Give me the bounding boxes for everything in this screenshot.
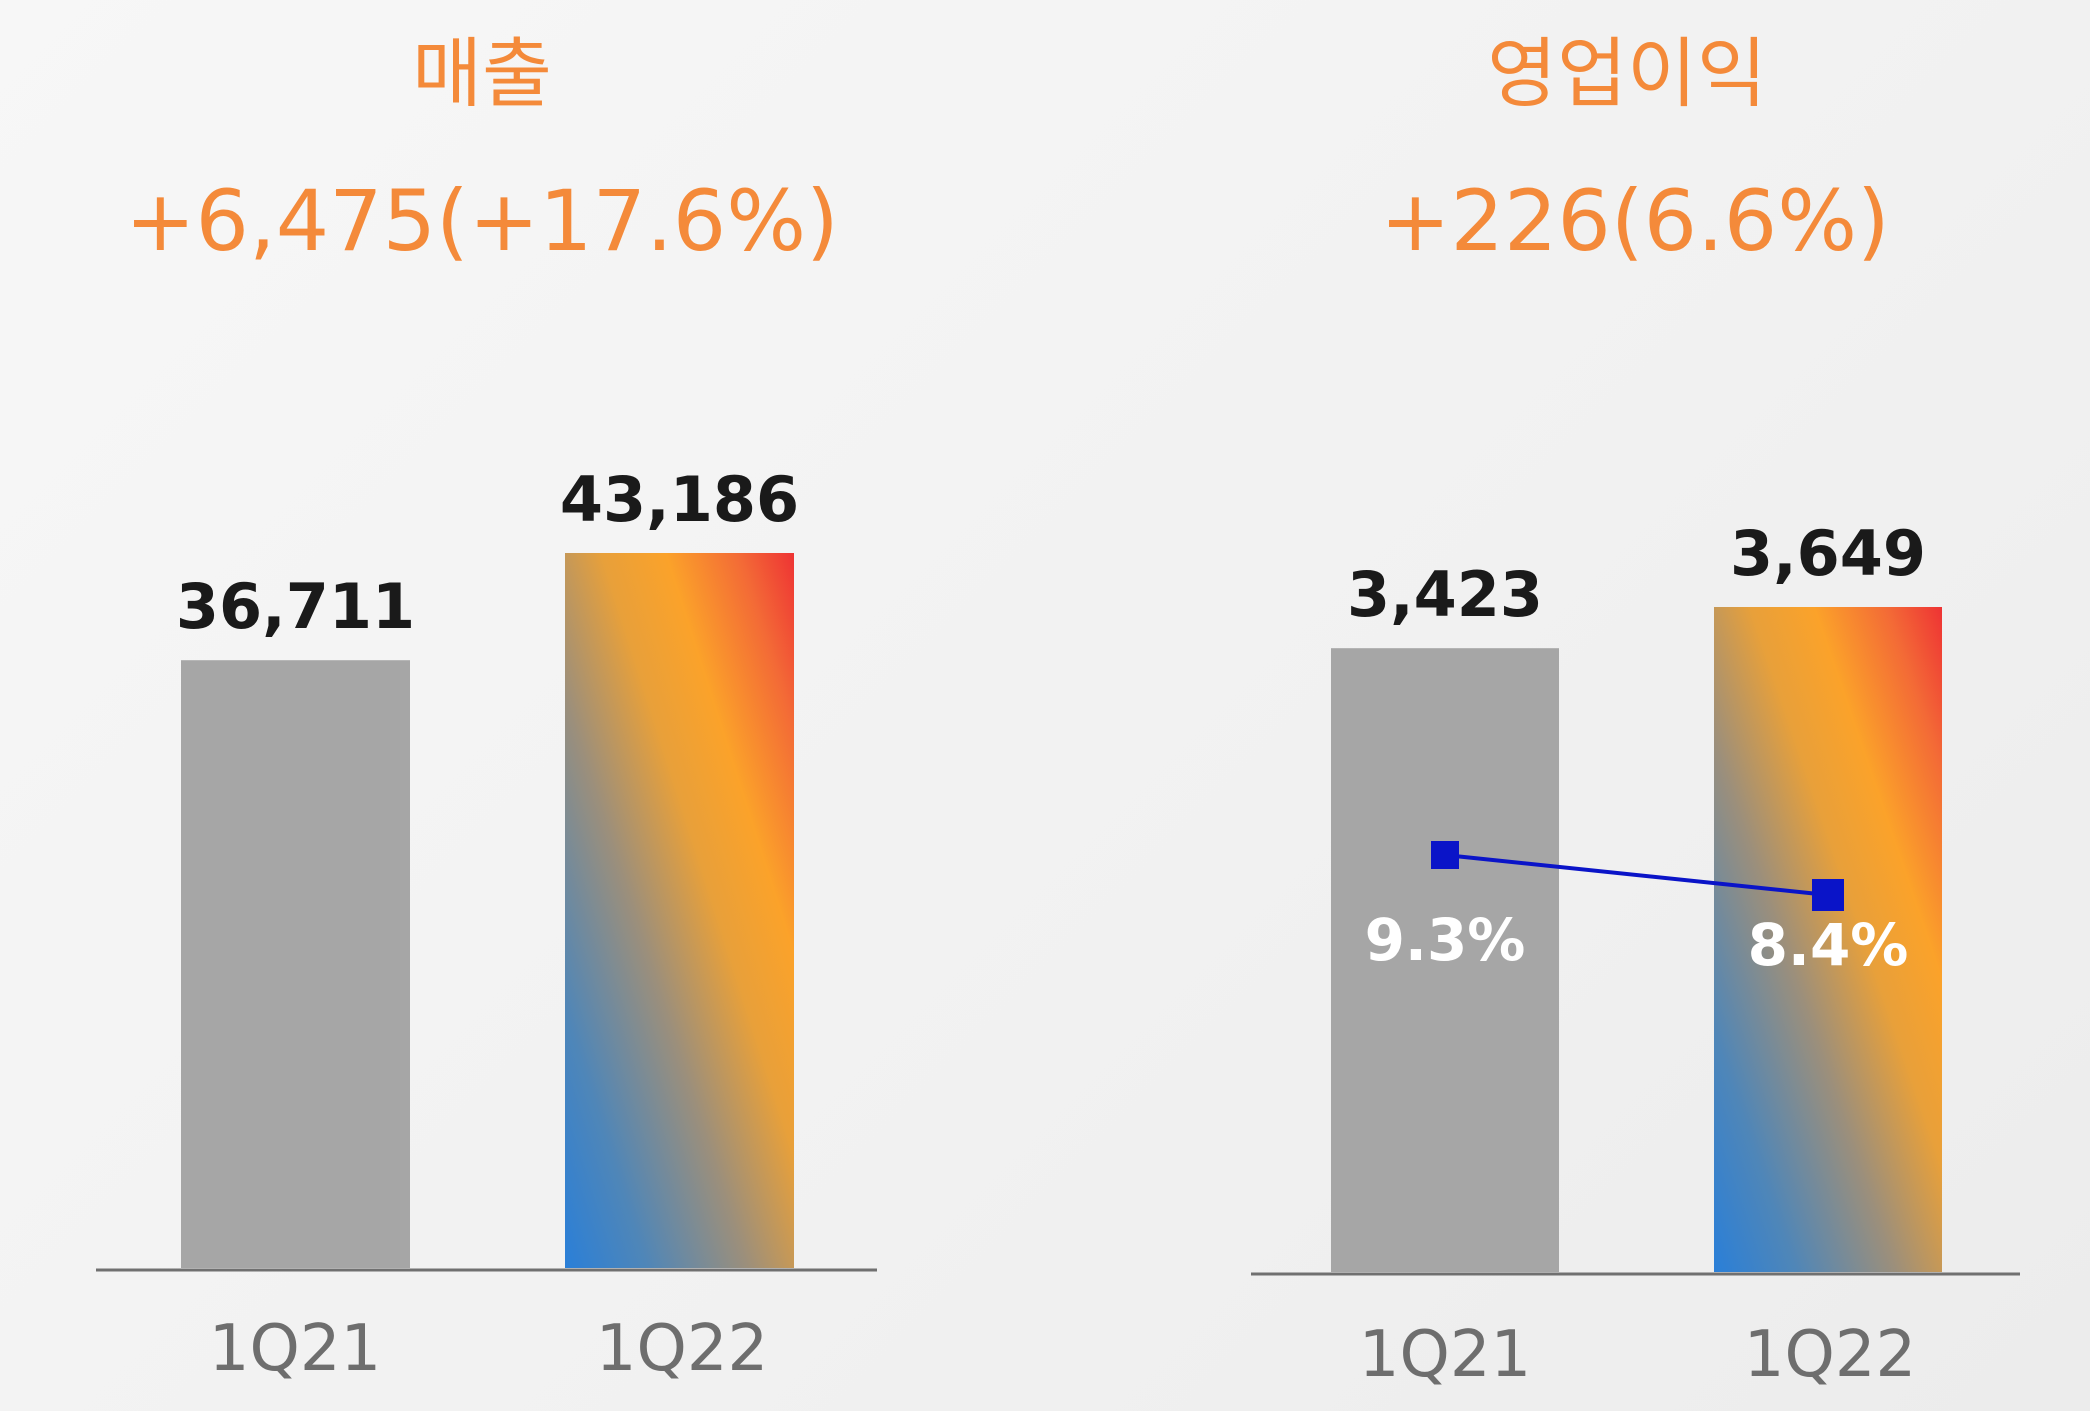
operating-profit-tick-1q22: 1Q22 [1744, 1318, 1917, 1392]
revenue-title: 매출 [412, 29, 552, 118]
operating-profit-chart: 영업이익 +226(6.6%) 3,423 3,649 9.3% 8.4% 1Q… [1251, 29, 2020, 1392]
operating-profit-value-label-1q22: 3,649 [1730, 517, 1926, 590]
operating-profit-change: +226(6.6%) [1380, 172, 1890, 270]
revenue-tick-1q22: 1Q22 [596, 1312, 769, 1386]
revenue-chart: 매출 +6,475(+17.6%) 36,711 43,186 1Q21 1Q2… [96, 29, 877, 1386]
revenue-change: +6,475(+17.6%) [125, 172, 839, 270]
operating-profit-bar-1q21 [1331, 648, 1559, 1272]
operating-margin-label-1q21: 9.3% [1365, 906, 1526, 974]
operating-profit-value-label-1q21: 3,423 [1347, 558, 1543, 631]
revenue-bar-1q22 [565, 553, 794, 1268]
operating-margin-point-1q22 [1812, 879, 1844, 911]
revenue-value-label-1q22: 43,186 [560, 463, 799, 536]
revenue-tick-1q21: 1Q21 [209, 1312, 382, 1386]
operating-profit-title: 영업이익 [1487, 29, 1767, 118]
operating-profit-tick-1q21: 1Q21 [1359, 1318, 1532, 1392]
revenue-bar-1q21 [181, 660, 410, 1268]
operating-margin-point-1q21 [1431, 841, 1459, 869]
operating-margin-label-1q22: 8.4% [1748, 911, 1909, 979]
operating-profit-bar-1q22 [1714, 607, 1942, 1272]
revenue-value-label-1q21: 36,711 [176, 570, 415, 643]
operating-margin-line [1444, 853, 1829, 897]
